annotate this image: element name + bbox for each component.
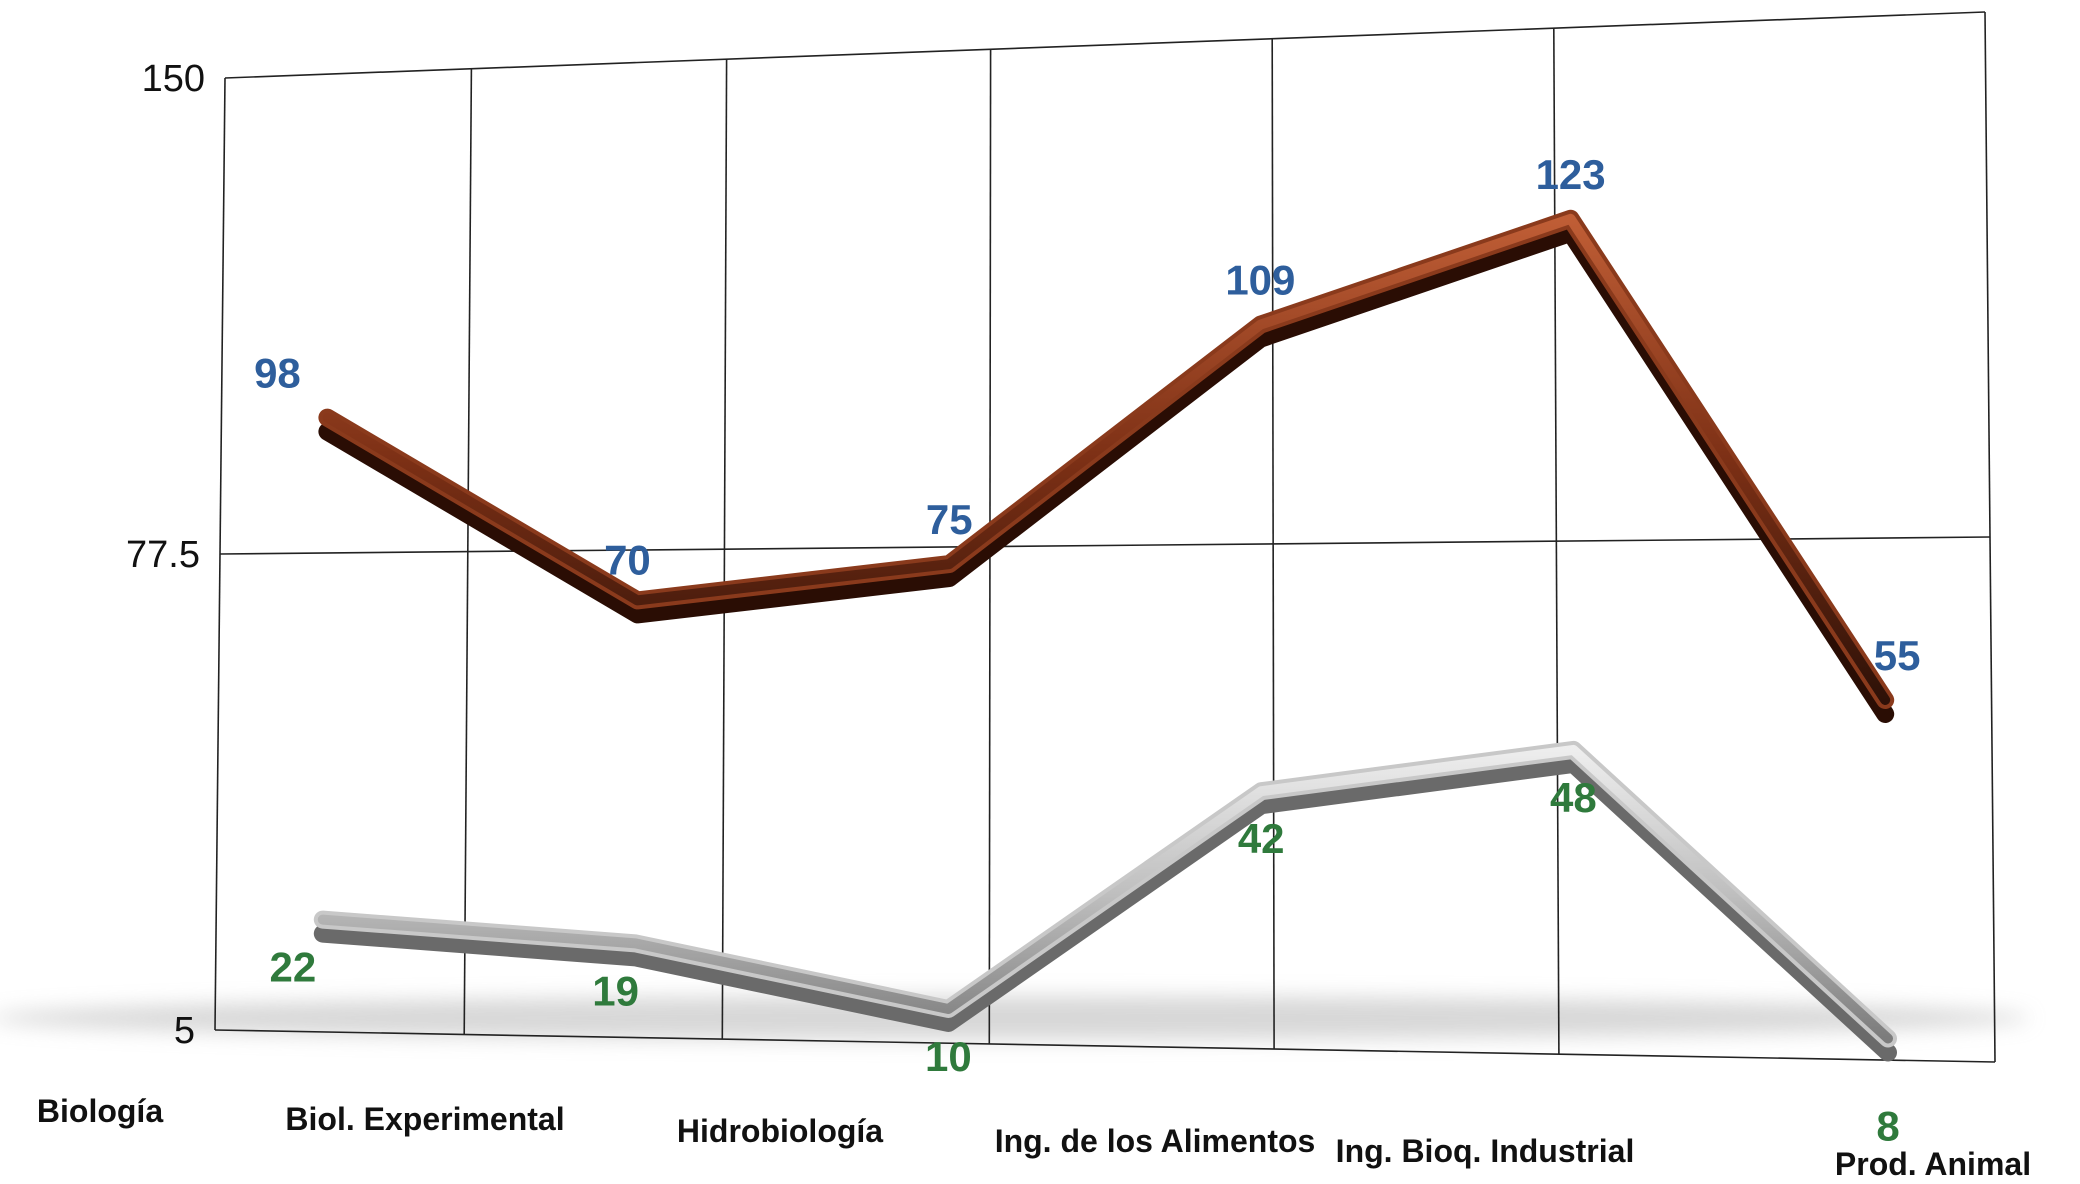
data-label: 19 [592, 967, 639, 1014]
x-tick-label: Hidrobiología [677, 1113, 883, 1149]
data-label: 70 [604, 536, 651, 583]
data-label: 55 [1874, 632, 1921, 679]
series-line-highlight [317, 744, 1893, 1044]
series-line-depth [318, 223, 1895, 723]
data-label: 8 [1876, 1102, 1899, 1149]
x-tick-label: Prod. Animal [1835, 1146, 2031, 1182]
data-label: 123 [1536, 151, 1606, 198]
grid [214, 11, 1996, 1063]
data-label: 10 [925, 1033, 972, 1080]
x-axis-ticks: Biología Biol. Experimental Hidrobiología I… [37, 1093, 2031, 1182]
data-labels: 98 70 75 109 123 55 22 19 10 42 48 8 [254, 151, 1920, 1150]
series-lines [313, 209, 1897, 1062]
data-label: 42 [1238, 815, 1285, 862]
grid-line-horizontal [219, 536, 1991, 555]
y-tick-label: 5 [174, 1010, 195, 1052]
series-line-highlight [322, 213, 1891, 705]
y-tick-label: 77.5 [126, 534, 200, 576]
x-tick-label: Biología [37, 1093, 163, 1129]
x-tick-label: Ing. de los Alimentos [995, 1123, 1316, 1159]
floor-shadow [0, 996, 2030, 1040]
data-label: 109 [1225, 257, 1295, 304]
data-label: 22 [269, 944, 316, 991]
y-axis-ticks: 150 77.5 5 [126, 58, 205, 1052]
grid-line-horizontal [224, 11, 1986, 79]
data-label: 98 [254, 350, 301, 397]
x-tick-label: Biol. Experimental [285, 1101, 564, 1137]
y-tick-label: 150 [142, 58, 205, 100]
series-line-depth [313, 754, 1897, 1062]
x-tick-label: Ing. Bioq. Industrial [1336, 1133, 1635, 1169]
data-label: 75 [926, 496, 973, 543]
data-label: 48 [1550, 774, 1597, 821]
grid-line-horizontal [214, 1029, 1996, 1063]
